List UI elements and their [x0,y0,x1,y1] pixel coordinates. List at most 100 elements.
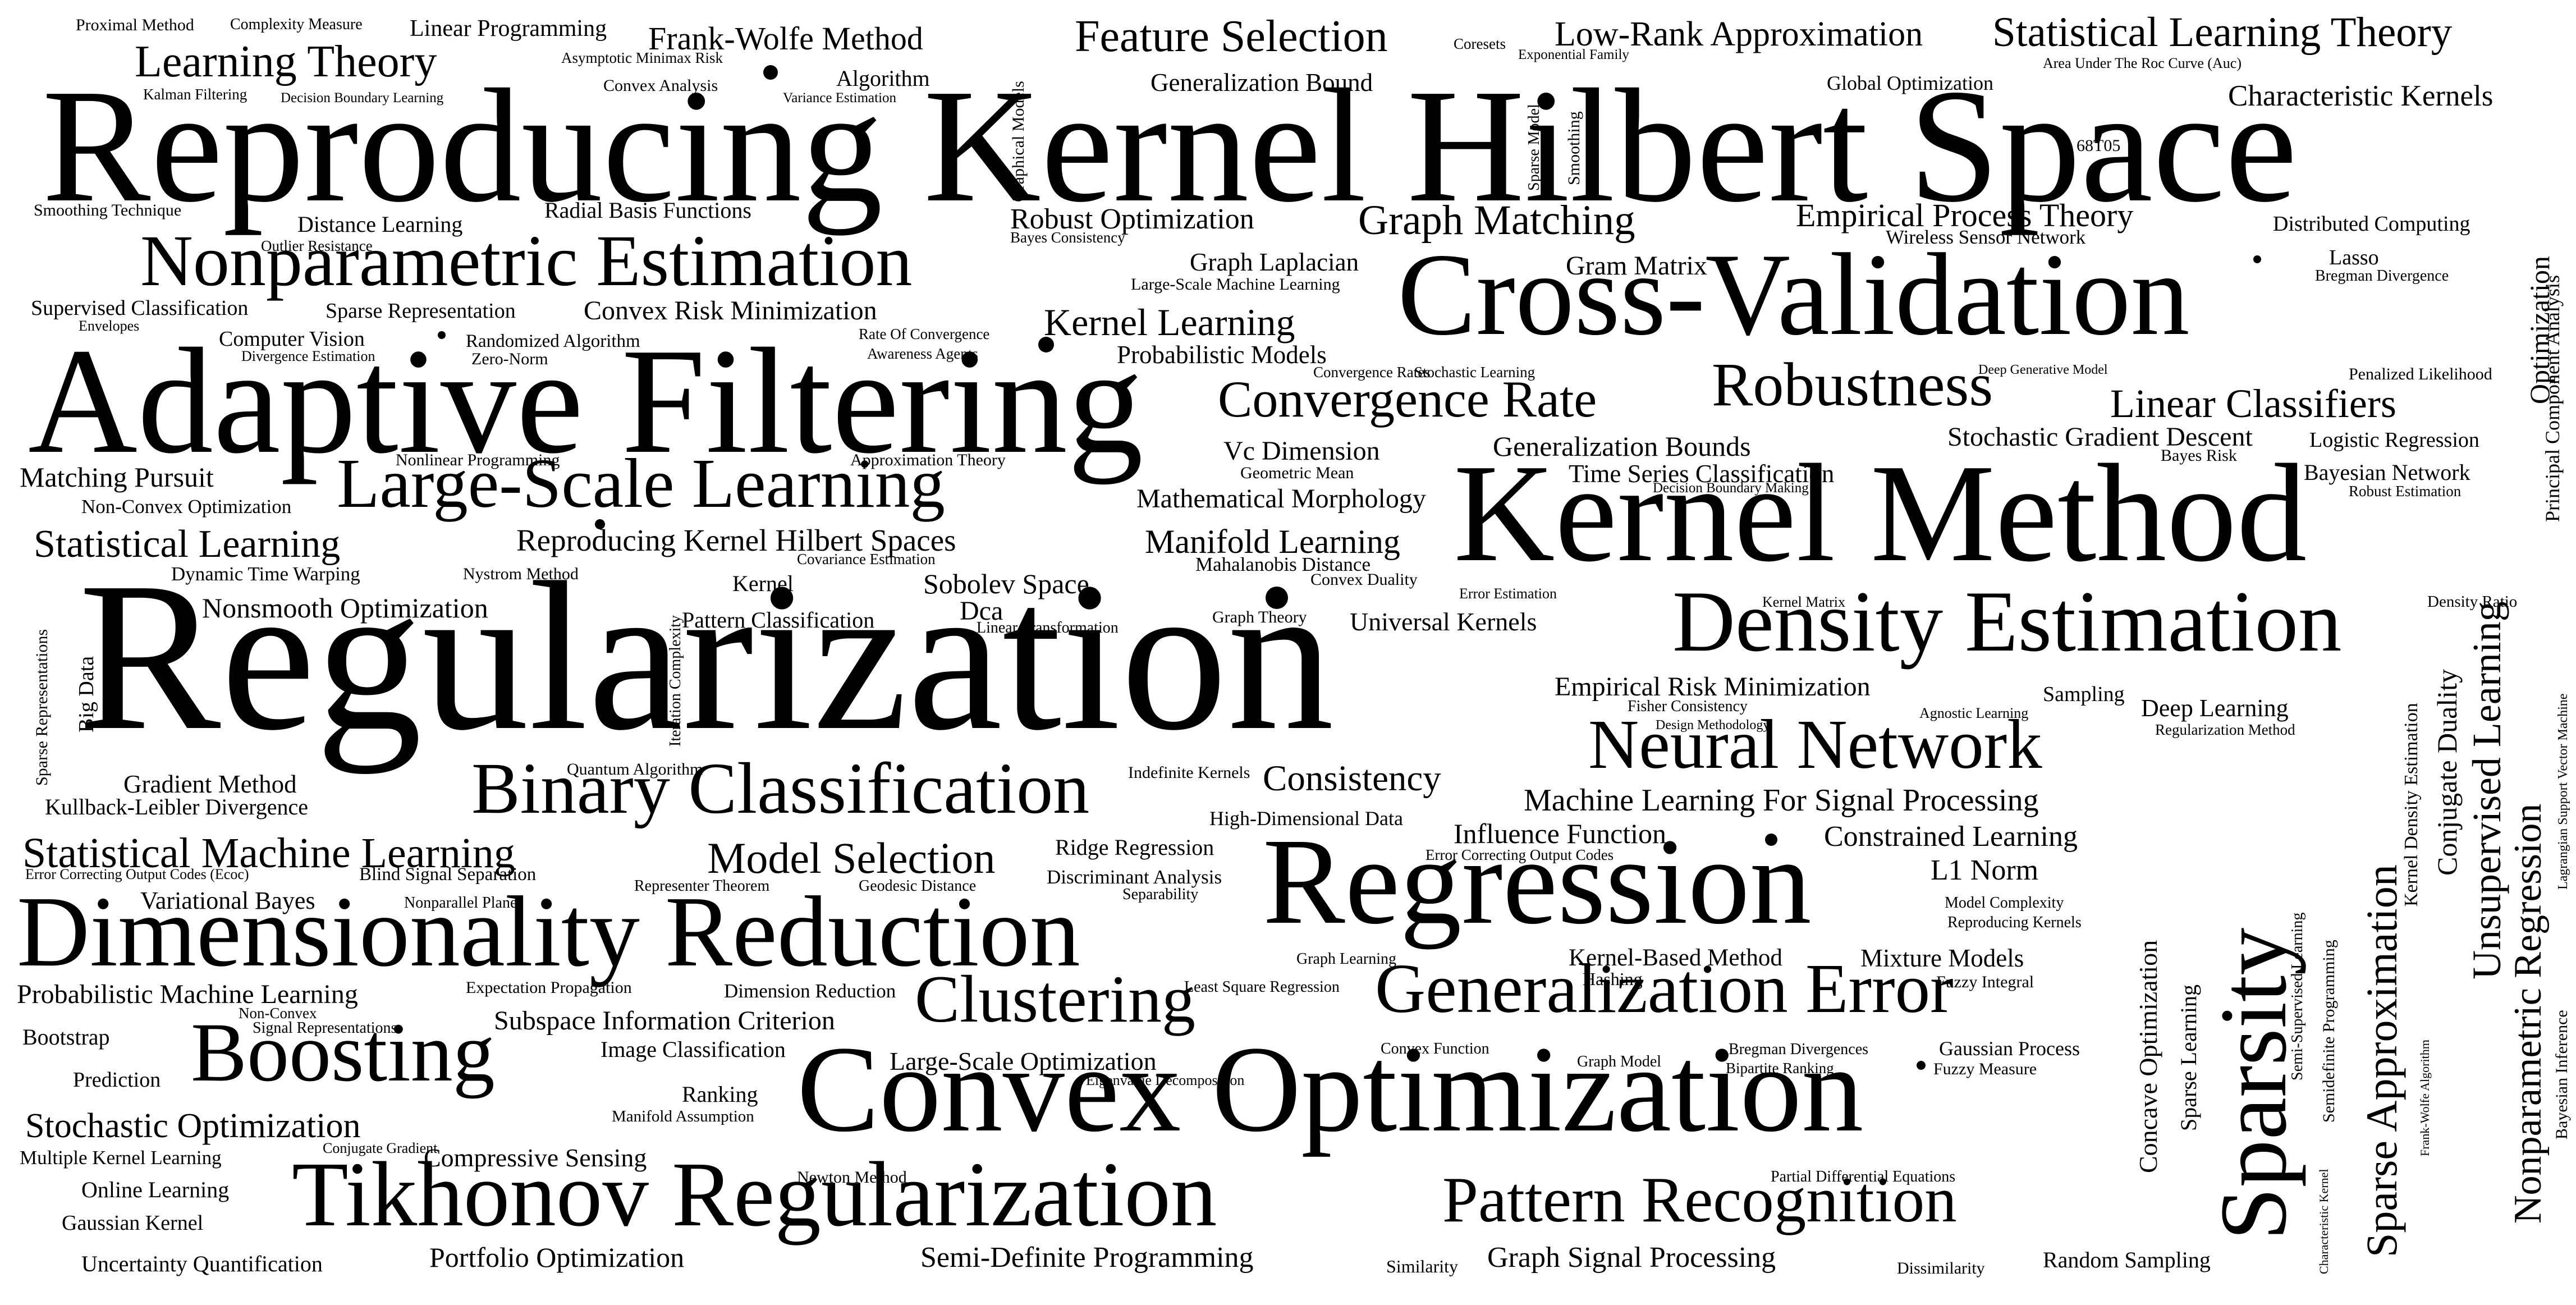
word-distributed-computing: Distributed Computing [2273,212,2470,236]
word-logistic-regression: Logistic Regression [2309,428,2479,452]
word-envelopes: Envelopes [79,318,140,334]
word-sobolev-space: Sobolev Space [923,568,1089,599]
word-mixture-models: Mixture Models [1860,944,2024,972]
word-compressive-sensing: Compressive Sensing [424,1143,647,1172]
word-global-optimization: Global Optimization [1827,72,1993,94]
word-randomized-algorithm: Randomized Algorithm [466,331,640,351]
word-probabilistic-machine-learning: Probabilistic Machine Learning [17,979,358,1009]
word-binary-classification: Binary Classification [471,748,1090,829]
word-kernel-matrix: Kernel Matrix [1762,594,1846,610]
word-linear-programming: Linear Programming [410,16,607,42]
word-stochastic-learning: Stochastic Learning [1414,364,1535,381]
word-asymptotic-minimax-risk: Asymptotic Minimax Risk [561,49,723,66]
word-bayesian-network: Bayesian Network [2304,460,2470,485]
word-dimension-reduction: Dimension Reduction [724,980,896,1002]
word-quantum-algorithm: Quantum Algorithm [567,760,703,779]
word-discriminant-analysis: Discriminant Analysis [1047,866,1222,888]
word-prediction: Prediction [73,1068,161,1092]
word-expectation-propagation: Expectation Propagation [466,978,632,997]
word-wireless-sensor-network: Wireless Sensor Network [1886,226,2086,248]
word-dynamic-time-warping: Dynamic Time Warping [171,563,360,585]
word-manifold-learning: Manifold Learning [1145,523,1400,560]
word-nonparametric-estimation: Nonparametric Estimation [140,221,913,301]
word-68t05: 68T05 [2077,136,2121,155]
word-ranking: Ranking [682,1082,758,1107]
word-bregman-divergence: Bregman Divergence [2315,267,2449,285]
word-exponential-family: Exponential Family [1518,47,1629,62]
word-manifold-assumption: Manifold Assumption [612,1107,754,1125]
word-density-estimation: Density Estimation [1672,573,2342,670]
word-graph-signal-processing: Graph Signal Processing [1487,1242,1776,1274]
word-convergence-rate: Convergence Rate [1218,370,1597,428]
word-variational-bayes: Variational Bayes [140,887,315,914]
word-nonparametric-regression: Nonparametric Regression [2506,803,2550,1224]
word-linear-transformation: Linear Transformation [977,619,1119,637]
word-gradient-method: Gradient Method [123,770,297,798]
word-error-correcting-output-codes-ecoc: Error Correcting Output Codes (Ecoc) [25,866,249,882]
word-density-ratio: Density Ratio [2427,593,2518,611]
word-bayes-risk: Bayes Risk [2161,446,2237,465]
word-feature-selection: Feature Selection [1075,12,1388,61]
word-semi-supervised-learning: Semi-Supervised Learning [2289,912,2306,1080]
word-graph-matching: Graph Matching [1358,197,1635,244]
word-separability: Separability [1122,886,1199,903]
word-representer-theorem: Representer Theorem [634,877,770,895]
word-image-classification: Image Classification [601,1037,786,1062]
word-reproducing-kernels: Reproducing Kernels [1947,914,2082,931]
word-indefinite-kernels: Indefinite Kernels [1128,763,1250,782]
word-consistency: Consistency [1263,758,1441,799]
word-non-convex: Non-Convex [239,1005,317,1022]
word-sparsity: Sparsity [2201,927,2306,1240]
word-linear-classifiers: Linear Classifiers [2110,381,2396,426]
word-signal-representations: Signal Representations [253,1019,397,1037]
word-graph-learning: Graph Learning [1296,950,1397,968]
word-computer-vision: Computer Vision [219,327,365,351]
bullet-dot [1765,834,1777,846]
word-fisher-consistency: Fisher Consistency [1628,698,1748,715]
word-convex-function: Convex Function [1381,1040,1489,1057]
word-random-sampling: Random Sampling [2043,1247,2211,1272]
word-robust-optimization: Robust Optimization [1010,203,1254,235]
bullet-dot [1266,587,1288,609]
word-fuzzy-measure: Fuzzy Measure [1933,1060,2037,1078]
word-radial-basis-functions: Radial Basis Functions [544,198,751,223]
word-error-correcting-output-codes: Error Correcting Output Codes [1425,846,1614,863]
word-sparse-model: Sparse Model [1525,104,1543,191]
word-outlier-resistance: Outlier Resistance [261,237,373,254]
word-algorithm: Algorithm [836,66,930,91]
word-bayes-consistency: Bayes Consistency [1010,229,1125,246]
word-online-learning: Online Learning [81,1177,230,1202]
word-concave-optimization: Concave Optimization [2134,940,2162,1173]
word-ridge-regression: Ridge Regression [1055,835,1214,860]
word-divergence-estimation: Divergence Estimation [241,348,375,364]
word-kernel-learning: Kernel Learning [1044,301,1295,344]
word-tikhonov-regularization: Tikhonov Regularization [292,1143,1217,1246]
word-reproducing-kernel-hilbert-space: Reproducing Kernel Hilbert Space [42,56,2298,236]
word-penalized-likelihood: Penalized Likelihood [2349,365,2492,383]
word-stochastic-optimization: Stochastic Optimization [25,1107,361,1145]
word-reproducing-kernel-hilbert-spaces: Reproducing Kernel Hilbert Spaces [516,523,956,557]
word-conjugate-duality: Conjugate Duality [2431,669,2463,876]
word-convergence-rates: Convergence Rates [1313,364,1431,381]
word-frank-wolfe-algorithm: Frank-Wolfe Algorithm [2418,1040,2432,1156]
word-bipartite-ranking: Bipartite Ranking [1726,1060,1834,1077]
word-robustness: Robustness [1712,350,1993,419]
word-bootstrap: Bootstrap [22,1024,110,1050]
bullet-dot [1038,337,1054,352]
word-kernel-method: Kernel Method [1454,436,2307,591]
word-least-square-regression: Least Square Regression [1184,978,1340,996]
word-universal-kernels: Universal Kernels [1350,607,1537,636]
word-empirical-process-theory: Empirical Process Theory [1796,197,2134,233]
word-lagrangian-support-vector-machine: Lagrangian Support Vector Machine [2556,693,2570,890]
word-awareness-agents: Awareness Agents [867,345,978,362]
word-portfolio-optimization: Portfolio Optimization [429,1242,685,1273]
word-regularization: Regularization [79,538,1334,775]
word-learning-theory: Learning Theory [135,37,437,86]
word-large-scale-optimization: Large-Scale Optimization [890,1047,1157,1075]
word-decision-boundary-making: Decision Boundary Making [1653,480,1809,496]
word-iteration-complexity: Iteration Complexity [667,615,684,747]
word-coresets: Coresets [1454,35,1506,52]
word-covariance-estimation: Covariance Estimation [797,551,936,567]
word-smoothing-technique: Smoothing Technique [34,201,182,219]
word-regression: Regression [1263,813,1812,950]
